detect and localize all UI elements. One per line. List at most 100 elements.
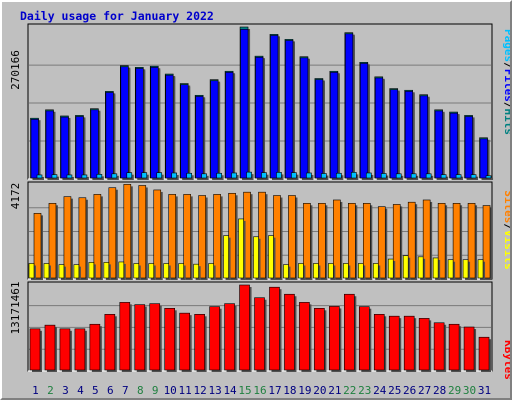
- bar-sites-day-27: [422, 199, 431, 279]
- x-tick-label-13: 13: [208, 384, 221, 397]
- chart-title: Daily usage for January 2022: [20, 9, 214, 23]
- x-tick-label-28: 28: [433, 384, 446, 397]
- bar-kbytes-day-22: [344, 293, 355, 371]
- x-axis-tick-labels: 1 2 3 4 5 6 7 8 9 10 11 12 13 14 15 16 17 18 19 20 21 22 23 24 2…: [32, 384, 491, 397]
- bar-sites-day-23: [362, 203, 371, 279]
- bar-pages-day-1-shadow: [39, 176, 44, 180]
- bar-kbytes-day-1: [29, 328, 41, 371]
- bar-kbytes-day-16: [254, 297, 265, 371]
- legend-sep-2: /: [502, 102, 510, 109]
- bar-pages-day-19: [306, 172, 312, 179]
- bar-pages-day-25: [395, 173, 402, 179]
- bar-visits-day-31: [477, 259, 484, 279]
- bar-files-day-25: [389, 89, 399, 179]
- bar-files-day-30: [464, 116, 473, 179]
- bar-files-day-3: [60, 116, 69, 179]
- bar-sites-day-1: [33, 213, 42, 279]
- x-tick-label-2: 2: [47, 384, 54, 397]
- x-tick-label-25: 25: [388, 384, 401, 397]
- x-tick-label-8: 8: [137, 384, 144, 397]
- bar-pages-day-31: [485, 175, 492, 179]
- bar-visits-day-6: [103, 262, 110, 279]
- bar-sites-day-12: [198, 195, 206, 279]
- x-tick-label-5: 5: [92, 384, 99, 397]
- bar-files-day-21: [330, 72, 339, 179]
- bar-kbytes-day-18: [284, 293, 295, 371]
- bar-sites-day-30: [467, 203, 476, 279]
- legend-sep-1: /: [502, 62, 510, 69]
- bar-visits-day-25: [387, 258, 394, 279]
- x-tick-label-16: 16: [253, 384, 266, 397]
- bar-sites-day-31: [482, 205, 491, 279]
- bar-pages-day-6: [111, 173, 118, 179]
- bar-pages-day-17: [276, 172, 282, 179]
- bar-sites-day-28: [437, 203, 446, 279]
- bar-files-day-22: [345, 33, 354, 179]
- x-tick-label-6: 6: [107, 384, 114, 397]
- x-tick-label-7: 7: [122, 384, 129, 397]
- bar-files-day-14: [225, 72, 234, 179]
- bar-kbytes-day-3: [59, 328, 71, 371]
- bar-sites-day-10: [168, 194, 177, 279]
- x-tick-label-12: 12: [194, 384, 207, 397]
- bar-pages-day-23: [365, 172, 372, 179]
- bar-pages-day-2-shadow: [53, 176, 59, 180]
- bar-kbytes-day-31: [478, 336, 490, 371]
- bar-kbytes-day-30: [463, 326, 475, 371]
- bar-kbytes-day-8: [134, 304, 146, 371]
- bar-visits-day-28: [432, 257, 439, 279]
- bar-kbytes-day-26: [403, 315, 415, 371]
- x-tick-label-19: 19: [298, 384, 311, 397]
- bar-visits-day-22: [343, 263, 349, 279]
- bar-visits-day-10: [163, 263, 170, 279]
- bar-sites-day-29: [452, 203, 461, 279]
- bar-pages-day-21: [336, 172, 342, 179]
- bar-pages-day-5: [96, 174, 103, 179]
- bar-pages-day-4-shadow: [83, 176, 89, 180]
- bar-sites-day-9: [153, 189, 162, 279]
- bar-files-day-28: [434, 110, 443, 179]
- x-tick-label-4: 4: [77, 384, 84, 397]
- panel-hits: [27, 23, 494, 181]
- bar-visits-day-23: [357, 263, 364, 279]
- x-tick-label-31: 31: [478, 384, 491, 397]
- bar-pages-day-12: [201, 173, 207, 179]
- bar-sites-day-2: [48, 203, 57, 279]
- bar-visits-day-21: [328, 263, 334, 279]
- bar-kbytes-day-29: [448, 323, 460, 371]
- bar-sites-day-21: [333, 199, 341, 279]
- bar-files-day-7: [120, 66, 129, 179]
- x-tick-label-15: 15: [238, 384, 251, 397]
- bar-sites-day-4: [78, 197, 87, 279]
- x-tick-label-24: 24: [373, 384, 387, 397]
- bar-visits-day-16: [253, 236, 259, 279]
- bar-kbytes-day-11: [179, 312, 190, 371]
- bar-files-day-2: [45, 110, 54, 179]
- bar-pages-day-30: [470, 174, 477, 179]
- bar-pages-day-29: [455, 174, 462, 179]
- bar-kbytes-day-15: [239, 284, 250, 371]
- x-tick-label-29: 29: [448, 384, 461, 397]
- bar-sites-day-11: [183, 194, 191, 279]
- bar-visits-day-18: [283, 264, 289, 279]
- bar-kbytes-day-10: [164, 308, 176, 371]
- bar-files-day-23: [359, 63, 369, 179]
- x-tick-label-11: 11: [179, 384, 192, 397]
- bar-pages-day-10: [171, 172, 178, 179]
- panel-sites: [27, 181, 493, 280]
- bar-visits-day-1: [28, 263, 35, 279]
- bar-files-day-19: [300, 57, 309, 179]
- bar-files-day-9: [150, 67, 159, 179]
- bar-kbytes-day-28: [433, 322, 445, 371]
- bar-pages-day-26: [410, 173, 417, 179]
- bar-visits-day-20: [313, 263, 319, 279]
- bar-kbytes-day-20: [314, 308, 325, 371]
- bar-files-day-24: [374, 77, 384, 179]
- x-tick-label-27: 27: [418, 384, 431, 397]
- bar-pages-day-2: [51, 174, 58, 179]
- legend-kbytes: KBytes: [502, 340, 510, 380]
- bar-kbytes-day-5: [89, 323, 101, 371]
- bar-visits-day-7: [118, 261, 125, 279]
- panel-kbytes: [27, 281, 493, 372]
